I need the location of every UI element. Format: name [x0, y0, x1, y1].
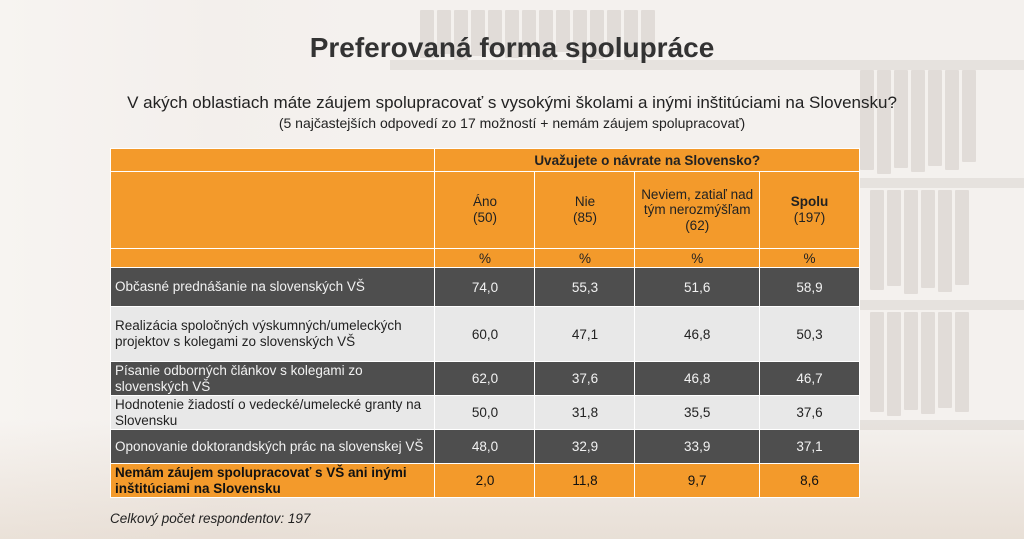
column-count: (197) — [793, 210, 826, 225]
cell-value: 8,6 — [758, 463, 861, 498]
cell-value: 46,7 — [758, 361, 861, 396]
cell-value: 62,0 — [434, 361, 536, 396]
cell-value: 9,7 — [634, 463, 760, 498]
column-label: Nie — [574, 194, 596, 210]
unit-label: % — [758, 248, 861, 268]
row-label: Občasné prednášanie na slovenských VŠ — [109, 267, 436, 307]
cell-value: 46,8 — [634, 361, 760, 396]
respondent-count-note: Celkový počet respondentov: 197 — [110, 511, 311, 526]
cell-value: 50,3 — [758, 306, 861, 362]
column-label: Spolu — [790, 194, 829, 210]
cell-value: 46,8 — [634, 306, 760, 362]
table-caption: Uvažujete o návrate na Slovensko? — [434, 148, 860, 172]
column-header-spolu: Spolu (197) — [758, 171, 861, 249]
table-row: Hodnotenie žiadostí o vedecké/umelecké g… — [109, 395, 861, 430]
column-header-neviem: Neviem, zatiaľ nad tým nerozmýšľam (62) — [634, 171, 760, 249]
cell-value: 55,3 — [534, 267, 636, 307]
cell-value: 37,1 — [758, 429, 861, 464]
table-row: Realizácia spoločných výskumných/umeleck… — [109, 306, 861, 362]
table-row-no-interest: Nemám záujem spolupracovať s VŠ ani iným… — [109, 463, 861, 498]
table-caption-row: Uvažujete o návrate na Slovensko? — [109, 148, 860, 172]
results-table: Uvažujete o návrate na Slovensko? Áno (5… — [109, 148, 861, 498]
unit-label: % — [634, 248, 760, 268]
cell-value: 11,8 — [534, 463, 636, 498]
unit-label: % — [434, 248, 536, 268]
column-count: (85) — [572, 210, 597, 225]
row-label: Realizácia spoločných výskumných/umeleck… — [109, 306, 436, 362]
cell-value: 37,6 — [758, 395, 861, 430]
column-header-row: Áno (50) Nie (85) Neviem, zatiaľ nad tým… — [109, 171, 861, 249]
survey-subnote: (5 najčastejších odpovedí zo 17 možností… — [278, 115, 746, 131]
column-count: (50) — [472, 210, 497, 225]
cell-value: 51,6 — [634, 267, 760, 307]
column-label: Neviem, zatiaľ nad tým nerozmýšľam — [641, 186, 754, 218]
row-label: Nemám záujem spolupracovať s VŠ ani iným… — [109, 463, 436, 498]
cell-value: 2,0 — [434, 463, 536, 498]
table-row: Občasné prednášanie na slovenských VŠ 74… — [109, 267, 861, 307]
cell-value: 60,0 — [434, 306, 536, 362]
cell-value: 32,9 — [534, 429, 636, 464]
cell-value: 47,1 — [534, 306, 636, 362]
column-header-nie: Nie (85) — [534, 171, 636, 249]
column-label: Áno — [472, 194, 497, 210]
cell-value: 37,6 — [534, 361, 636, 396]
unit-label: % — [534, 248, 636, 268]
cell-value: 33,9 — [634, 429, 760, 464]
row-label: Oponovanie doktorandských prác na sloven… — [109, 429, 436, 464]
table-row: Oponovanie doktorandských prác na sloven… — [109, 429, 861, 464]
slide-title: Preferovaná forma spolupráce — [309, 32, 715, 63]
cell-value: 48,0 — [434, 429, 536, 464]
cell-value: 58,9 — [758, 267, 861, 307]
survey-question: V akých oblastiach máte záujem spoluprac… — [127, 93, 897, 112]
cell-value: 74,0 — [434, 267, 536, 307]
row-label: Hodnotenie žiadostí o vedecké/umelecké g… — [109, 395, 436, 430]
row-label: Písanie odborných článkov s kolegami zo … — [109, 361, 436, 396]
column-count: (62) — [685, 217, 710, 233]
unit-row: % % % % — [109, 248, 861, 268]
cell-value: 50,0 — [434, 395, 536, 430]
cell-value: 31,8 — [534, 395, 636, 430]
column-header-ano: Áno (50) — [434, 171, 536, 249]
table-row: Písanie odborných článkov s kolegami zo … — [109, 361, 861, 396]
cell-value: 35,5 — [634, 395, 760, 430]
